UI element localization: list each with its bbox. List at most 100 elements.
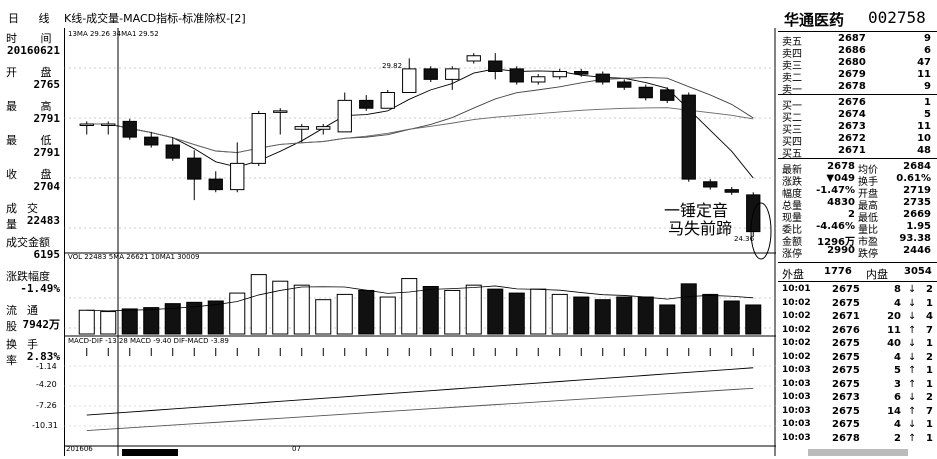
trade-direction-icon: ↓ (908, 419, 917, 430)
stat-row: 最新 2678 均价 2684 (778, 161, 937, 176)
bid-price: 2672 (838, 133, 866, 144)
stat-label: 最低 (858, 213, 878, 224)
divider (778, 31, 937, 32)
volume-bar (100, 311, 117, 335)
highlight-ellipse (750, 202, 772, 260)
info-value: 2704 (33, 180, 61, 193)
info-label: 成交量 (6, 202, 48, 231)
macd-tick: -4.20 (36, 380, 57, 389)
trade-time: 10:03 (782, 419, 811, 429)
trade-time: 10:03 (782, 405, 811, 416)
candle-body (294, 126, 309, 130)
trade-row: 10:02 2671 20 ↓ 4 (778, 311, 937, 323)
trade-count: 1 (926, 297, 933, 309)
moving-average-lines (86, 68, 754, 179)
stat-value: 93.38 (899, 233, 931, 244)
trade-time: 10:02 (782, 311, 811, 321)
volume-bar (573, 296, 590, 335)
volume-bar (121, 308, 138, 335)
candle-body (638, 86, 653, 99)
stat-row: 现量 2 最低 2669 (778, 209, 937, 224)
bid-label: 买四 (782, 137, 802, 148)
trade-direction-icon: ↑ (908, 432, 917, 444)
stat-value: 2678 (827, 161, 855, 172)
candle-body (423, 68, 438, 80)
stat-value: 0.61% (896, 173, 931, 184)
trade-price: 2675 (832, 405, 860, 417)
trade-volume: 11 (887, 324, 901, 336)
bid-volume: 11 (917, 121, 931, 132)
trade-row: 10:02 2675 4 ↓ 2 (778, 352, 937, 364)
info-value: 7942万 (22, 318, 61, 331)
trade-count: 4 (926, 311, 933, 322)
volume-bar (551, 293, 568, 335)
trade-direction-icon: ↑ (908, 378, 917, 390)
trade-direction-icon: ↓ (908, 311, 917, 322)
candle-body (617, 81, 632, 88)
stat-value: 1.95 (906, 221, 931, 232)
ask-price: 2680 (838, 57, 866, 68)
trade-count: 2 (926, 284, 933, 295)
info-value: 2.83% (26, 350, 60, 363)
kline-chart-svg[interactable]: 13MA 29.26 34MA1 29.52 VOL 22483 5MA 266… (64, 28, 776, 456)
stat-label: 涨跌 (782, 177, 802, 188)
candle-body (574, 71, 589, 75)
trade-volume: 20 (887, 311, 901, 322)
bid-volume: 10 (917, 133, 931, 144)
chart-area[interactable]: 13MA 29.26 34MA1 29.52 VOL 22483 5MA 266… (64, 28, 776, 456)
moving-average-line (86, 107, 754, 154)
trade-row: 10:03 2675 5 ↑ 1 (778, 365, 937, 377)
trade-time: 10:02 (782, 324, 811, 335)
ask-price: 2686 (838, 45, 866, 56)
stat-value: ▼049 (826, 173, 855, 184)
trade-count: 1 (926, 338, 933, 349)
stat-value: -4.46% (816, 221, 855, 232)
info-value: 2791 (33, 146, 61, 159)
volume-bar (186, 301, 203, 335)
trade-price: 2675 (832, 365, 860, 376)
volume-bar (336, 293, 353, 335)
stat-row: 总量 4830 最高 2735 (778, 197, 937, 212)
ask-price: 2678 (838, 81, 866, 92)
trade-row: 10:01 2675 8 ↓ 2 (778, 284, 937, 296)
candle-body (552, 71, 567, 78)
trade-price: 2678 (832, 432, 860, 444)
trade-volume: 4 (894, 297, 901, 309)
ask-label: 卖一 (782, 85, 802, 96)
volume-bar (272, 280, 289, 335)
bid-price: 2673 (838, 121, 866, 132)
candle-body (724, 189, 739, 193)
period-label[interactable]: 日 线 (8, 12, 58, 25)
bid-row: 买四 2672 10 (778, 133, 937, 148)
volume-bar (508, 292, 525, 335)
stat-row: 涨停 2990 跌停 2446 (778, 245, 937, 260)
inner-label: 内盘 (866, 268, 888, 281)
info-label: 流通股 (6, 304, 48, 333)
ask-volume: 47 (917, 57, 931, 68)
volume-bar (444, 289, 461, 335)
trade-row: 10:02 2676 11 ↑ 7 (778, 325, 937, 337)
trade-price: 2675 (832, 284, 860, 295)
info-label: 换手率 (6, 338, 48, 367)
panel-tab-strip[interactable] (808, 449, 908, 456)
volume-bar (702, 293, 719, 335)
stock-name: 华通医药 (784, 11, 845, 29)
info-label: 最 高 (6, 100, 62, 113)
stat-label: 幅度 (782, 189, 802, 200)
ask-label: 卖五 (782, 37, 802, 48)
volume-bar (530, 288, 547, 335)
outer-label: 外盘 (782, 268, 804, 281)
stat-label: 开盘 (858, 189, 878, 200)
trade-count: 1 (926, 365, 933, 376)
trade-count: 2 (926, 351, 933, 363)
bar-info-panel: 时 间 20160621 开 盘 2765 最 高 2791 最 低 2791 收 盘 2704 成… (0, 28, 65, 456)
candle-body (359, 99, 374, 109)
trade-direction-icon: ↓ (908, 284, 917, 295)
stat-row: 幅度 -1.47% 开盘 2719 (778, 185, 937, 200)
ask-row: 卖一 2678 9 (778, 81, 937, 96)
trade-price: 2675 (832, 419, 860, 430)
trade-row: 10:02 2675 4 ↓ 1 (778, 298, 937, 310)
volume-bar (250, 274, 267, 335)
stat-value: 4830 (827, 197, 855, 208)
outer-value: 1776 (824, 266, 852, 277)
